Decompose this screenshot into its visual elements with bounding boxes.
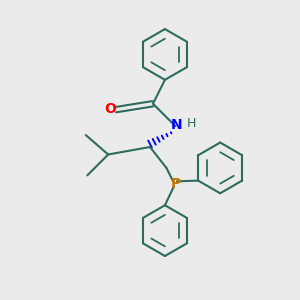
- Text: H: H: [187, 117, 196, 130]
- Text: O: O: [104, 102, 116, 116]
- Text: P: P: [170, 177, 181, 191]
- Text: N: N: [171, 118, 183, 132]
